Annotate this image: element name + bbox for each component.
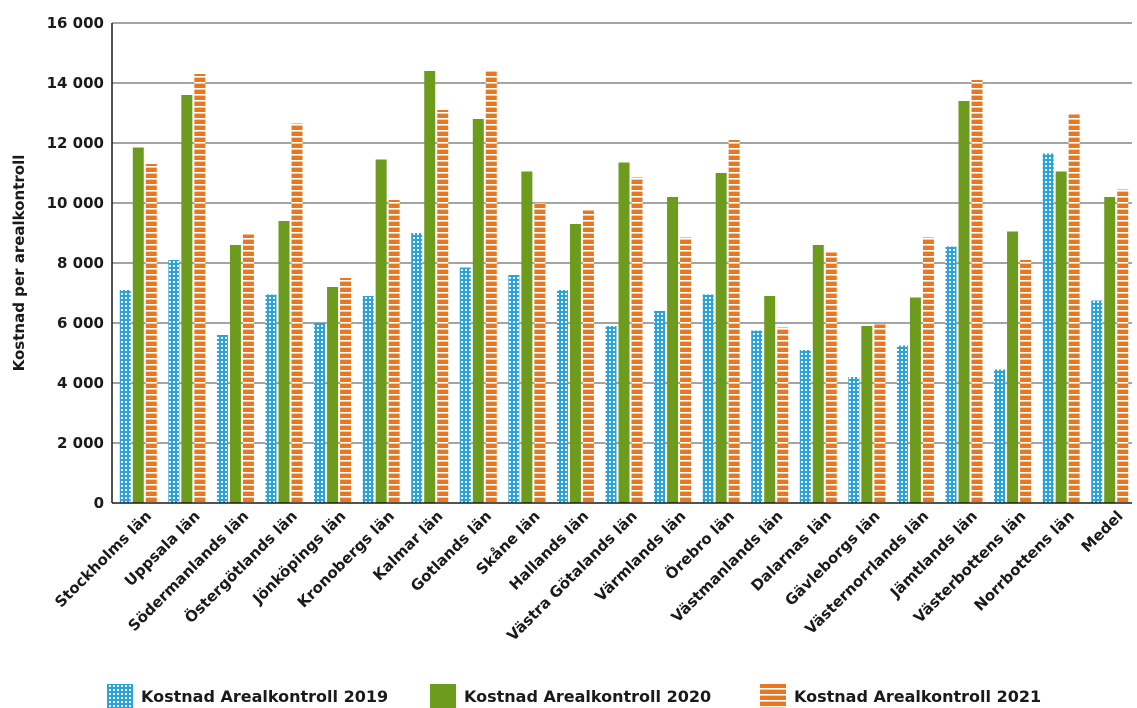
y-axis-label: Kostnad per arealkontroll bbox=[10, 155, 28, 372]
bar-2021 bbox=[777, 327, 789, 503]
bar-2019 bbox=[702, 294, 714, 503]
bar-2021 bbox=[194, 74, 206, 503]
bar-2020 bbox=[1104, 197, 1116, 503]
bar-2020 bbox=[472, 119, 484, 503]
legend-label: Kostnad Arealkontroll 2019 bbox=[141, 687, 388, 706]
bar-2021 bbox=[242, 234, 254, 503]
bar-2020 bbox=[327, 287, 339, 503]
legend-swatch bbox=[430, 684, 456, 708]
bar-2019 bbox=[362, 296, 374, 503]
x-category-label: Medel bbox=[1078, 507, 1127, 556]
bar-2019 bbox=[119, 290, 131, 503]
bar-2019 bbox=[896, 345, 908, 503]
legend: Kostnad Arealkontroll 2019 Kostnad Arealk… bbox=[107, 684, 1041, 708]
legend-swatch bbox=[107, 684, 133, 708]
bar-2019 bbox=[994, 369, 1006, 503]
bar-2021 bbox=[922, 237, 934, 503]
y-tick-label: 16 000 bbox=[47, 14, 104, 32]
bar-2019 bbox=[1091, 300, 1103, 503]
bar-2021 bbox=[874, 324, 886, 503]
bar-2021 bbox=[971, 80, 983, 503]
bar-2019 bbox=[751, 330, 763, 503]
bar-2021 bbox=[728, 140, 740, 503]
bar-2021 bbox=[291, 123, 303, 503]
bar-2020 bbox=[861, 326, 873, 503]
y-tick-label: 12 000 bbox=[47, 134, 104, 152]
bar-2020 bbox=[424, 71, 436, 503]
bar-2020 bbox=[569, 224, 581, 503]
bar-2021 bbox=[388, 200, 400, 503]
bar-2019 bbox=[508, 275, 520, 503]
bar-2019 bbox=[848, 377, 860, 503]
bar-2020 bbox=[229, 245, 241, 503]
x-category-label: Jämtlands län bbox=[886, 507, 981, 602]
bar-2019 bbox=[654, 311, 666, 503]
bar-2019 bbox=[799, 350, 811, 503]
y-tick-label: 10 000 bbox=[47, 194, 104, 212]
bar-2020 bbox=[181, 95, 193, 503]
y-tick-label: 8 000 bbox=[57, 254, 104, 272]
bar-2019 bbox=[216, 335, 228, 503]
bars bbox=[119, 71, 1129, 503]
bar-2021 bbox=[485, 71, 497, 503]
bar-2020 bbox=[618, 162, 630, 503]
y-tick-label: 0 bbox=[94, 494, 104, 512]
bar-2019 bbox=[411, 233, 423, 503]
y-tick-label: 4 000 bbox=[57, 374, 104, 392]
bar-2020 bbox=[667, 197, 679, 503]
bar-2019 bbox=[945, 246, 957, 503]
bar-2021 bbox=[534, 203, 546, 503]
axes bbox=[111, 23, 1132, 504]
bar-2020 bbox=[1055, 171, 1067, 503]
bar-2019 bbox=[168, 260, 180, 503]
y-tick-label: 6 000 bbox=[57, 314, 104, 332]
bar-2020 bbox=[812, 245, 824, 503]
bar-2020 bbox=[764, 296, 776, 503]
bar-2019 bbox=[556, 290, 568, 503]
bar-2020 bbox=[132, 147, 144, 503]
bar-2019 bbox=[1042, 153, 1054, 503]
bar-2021 bbox=[437, 110, 449, 503]
bar-2021 bbox=[631, 177, 643, 503]
bar-2019 bbox=[265, 294, 277, 503]
legend-label: Kostnad Arealkontroll 2020 bbox=[464, 687, 711, 706]
bar-2020 bbox=[375, 159, 387, 503]
bar-2021 bbox=[340, 278, 352, 503]
bar-2019 bbox=[314, 323, 326, 503]
bar-2019 bbox=[459, 267, 471, 503]
bar-2021 bbox=[145, 164, 157, 503]
legend-swatch bbox=[760, 684, 786, 708]
x-category-label: Värmlands län bbox=[591, 507, 689, 605]
bar-2021 bbox=[582, 210, 594, 503]
bar-2020 bbox=[715, 173, 727, 503]
y-tick-label: 2 000 bbox=[57, 434, 104, 452]
legend-label: Kostnad Arealkontroll 2021 bbox=[794, 687, 1041, 706]
bar-2020 bbox=[521, 171, 533, 503]
bar-2021 bbox=[1020, 260, 1032, 503]
bar-2020 bbox=[1007, 231, 1019, 503]
bar-2020 bbox=[278, 221, 290, 503]
bar-2021 bbox=[1068, 114, 1080, 503]
bar-2021 bbox=[825, 252, 837, 503]
bar-2020 bbox=[909, 297, 921, 503]
bar-2019 bbox=[605, 326, 617, 503]
y-axis-ticks: 0 2 000 4 000 6 000 8 000 10 000 12 000 14 000 1… bbox=[47, 14, 104, 512]
y-tick-label: 14 000 bbox=[47, 74, 104, 92]
bar-2021 bbox=[680, 237, 692, 503]
bar-2021 bbox=[1117, 189, 1129, 503]
bar-2020 bbox=[958, 101, 970, 503]
